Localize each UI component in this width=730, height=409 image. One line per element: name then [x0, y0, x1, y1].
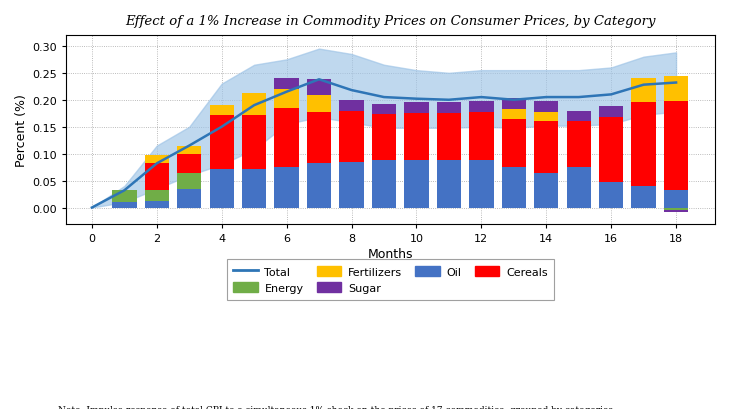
Y-axis label: Percent (%): Percent (%) [15, 94, 28, 166]
Bar [274, 79, 299, 90]
Bar [145, 156, 169, 164]
Bar [664, 102, 688, 191]
Bar [404, 161, 429, 208]
Bar [404, 113, 429, 161]
Bar [566, 111, 591, 122]
Bar [242, 94, 266, 116]
Bar [469, 161, 493, 208]
Bar [534, 112, 558, 122]
Bar [502, 168, 526, 208]
Bar [372, 161, 396, 208]
Bar [145, 191, 169, 202]
Bar [339, 162, 364, 208]
Bar [307, 112, 331, 164]
Bar [177, 146, 201, 154]
Bar [534, 173, 558, 208]
Text: Note: Impulse response of total CPI to a simultaneous 1% shock on the prices of : Note: Impulse response of total CPI to a… [58, 405, 629, 409]
Bar [242, 169, 266, 208]
Bar [437, 113, 461, 161]
Bar [566, 168, 591, 208]
Bar [274, 168, 299, 208]
Bar [502, 99, 526, 110]
Bar [664, 76, 688, 102]
Bar [599, 107, 623, 118]
Bar [566, 122, 591, 168]
Bar [372, 115, 396, 161]
Bar [177, 173, 201, 189]
Bar [631, 79, 656, 103]
Bar [664, 208, 688, 211]
Bar [177, 189, 201, 208]
Bar [502, 119, 526, 168]
Bar [339, 101, 364, 111]
Bar [210, 169, 234, 208]
Bar [339, 111, 364, 162]
Bar [145, 202, 169, 208]
Bar [112, 202, 137, 208]
Bar [631, 187, 656, 208]
Bar [210, 106, 234, 116]
Bar [664, 211, 688, 212]
Bar [502, 110, 526, 119]
Bar [469, 101, 493, 112]
Bar [534, 122, 558, 173]
Bar [469, 112, 493, 161]
Bar [274, 108, 299, 168]
Legend: Total, Energy, Fertilizers, Sugar, Oil, Cereals: Total, Energy, Fertilizers, Sugar, Oil, … [226, 260, 554, 300]
Bar [112, 191, 137, 202]
X-axis label: Months: Months [368, 247, 413, 260]
Bar [404, 103, 429, 113]
Bar [274, 90, 299, 108]
Bar [631, 103, 656, 187]
Bar [307, 96, 331, 112]
Title: Effect of a 1% Increase in Commodity Prices on Consumer Prices, by Category: Effect of a 1% Increase in Commodity Pri… [126, 15, 656, 28]
Bar [664, 191, 688, 208]
Bar [145, 164, 169, 191]
Bar [307, 80, 331, 96]
Bar [599, 118, 623, 182]
Bar [242, 116, 266, 169]
Bar [372, 104, 396, 115]
Bar [177, 208, 201, 209]
Bar [177, 154, 201, 173]
Bar [437, 161, 461, 208]
Bar [404, 208, 429, 209]
Bar [599, 182, 623, 208]
Bar [307, 164, 331, 208]
Bar [534, 101, 558, 112]
Bar [210, 116, 234, 169]
Bar [437, 103, 461, 113]
Bar [145, 208, 169, 209]
